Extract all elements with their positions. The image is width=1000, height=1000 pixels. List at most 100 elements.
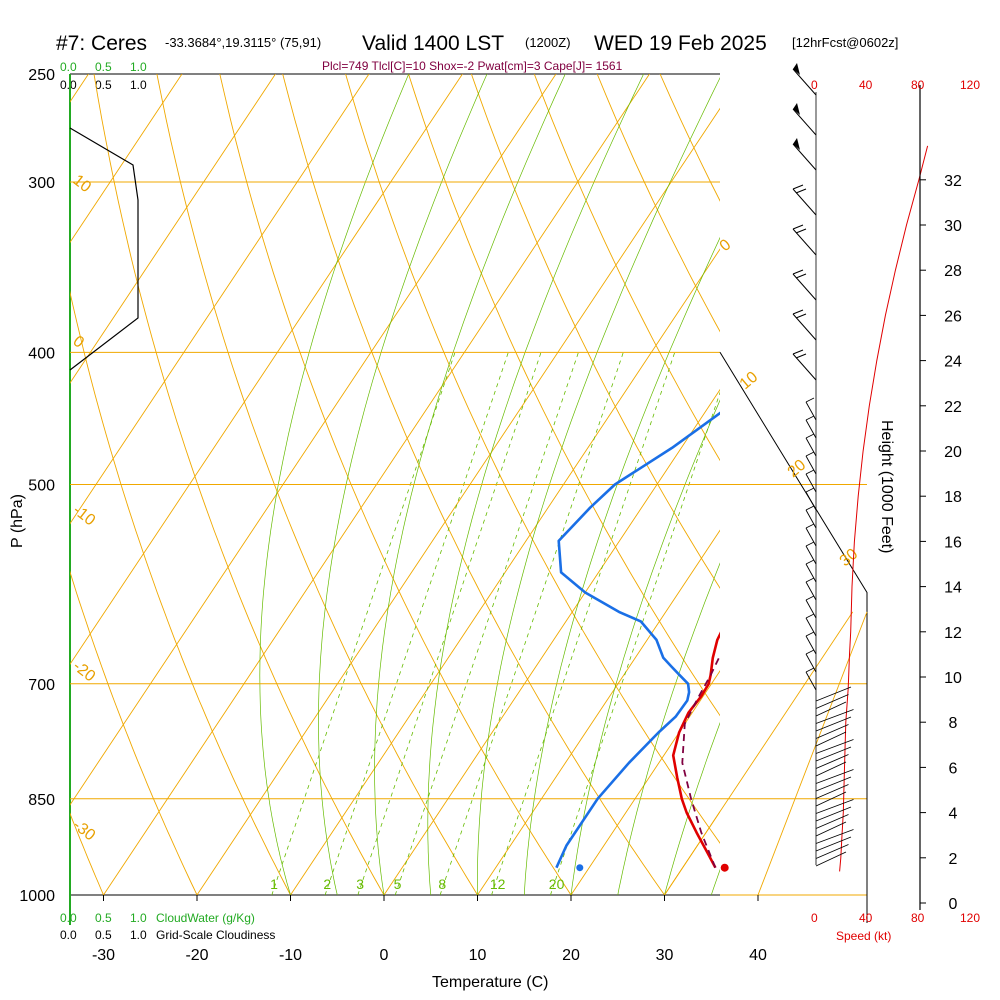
speed-tick-bottom: 0 (811, 911, 818, 925)
x-tick-label: 40 (749, 947, 767, 964)
wind-barb (815, 799, 854, 814)
wind-barb-feather (805, 631, 815, 637)
y-tick-label: 700 (28, 677, 55, 694)
wind-barb (792, 68, 817, 96)
wind-barb (805, 599, 817, 619)
dry-adiabat-line (70, 570, 198, 895)
x-tick-label: -30 (92, 947, 115, 964)
moist-adiabat-line (318, 74, 488, 895)
mixing-ratio-label: 8 (438, 876, 446, 892)
wind-panel-boundary (719, 352, 868, 923)
speed-tick-top: 120 (960, 78, 980, 92)
valid-time: Valid 1400 LST (362, 32, 504, 55)
x-axis-title: Temperature (C) (432, 974, 548, 991)
y-axis-ticks: 250 300 400 500 700 850 1000 (19, 67, 55, 905)
wind-panel (792, 63, 929, 872)
height-tick-label: 8 (949, 715, 958, 732)
cloudiness-tick-top: 0.5 (95, 78, 112, 92)
wind-barb (805, 581, 817, 601)
utc-time: (1200Z) (525, 35, 571, 50)
y-tick-label: 400 (28, 345, 55, 362)
height-tick-label: 2 (949, 851, 958, 868)
height-tick-label: 6 (949, 760, 958, 777)
moist-adiabat-line (570, 399, 720, 895)
mixing-ratio-label: 1 (270, 876, 278, 892)
y-tick-label: 250 (28, 67, 55, 84)
cloudiness-tick-bottom: 1.0 (130, 928, 147, 942)
wind-barb (815, 784, 849, 799)
wind-barb (805, 671, 817, 691)
cloudiness-tick-top: 1.0 (130, 78, 147, 92)
dry-adiabat-line (70, 290, 291, 895)
wind-barb (815, 716, 852, 732)
wind-barb (805, 563, 817, 583)
cloudiness-tick-top: 0.0 (60, 78, 77, 92)
dry-adiabat-line (470, 74, 720, 589)
height-tick-label: 20 (944, 444, 962, 461)
wind-barb-feather (805, 433, 815, 439)
mixing-ratio-label: 3 (356, 876, 364, 892)
mixing-ratio-label: 2 (323, 876, 331, 892)
speed-tick-bottom: 80 (911, 911, 925, 925)
dry-adiabat-line (70, 812, 104, 895)
wind-barb-feather (805, 523, 815, 529)
sounding-lines (555, 411, 720, 869)
moist-adiabat-line (427, 74, 644, 895)
wind-barb (805, 545, 817, 565)
x-tick-label: -10 (279, 947, 302, 964)
height-tick-label: 16 (944, 534, 962, 551)
forecast-label: [12hrFcst@0602z] (792, 35, 898, 50)
wind-barb-feather (805, 397, 815, 403)
wind-barb-flag (793, 138, 800, 150)
wind-barb (805, 401, 817, 421)
wind-speed-line (839, 145, 929, 872)
wind-barb (815, 709, 854, 724)
mixing-ratio-label: 20 (549, 876, 565, 892)
wind-barb (815, 776, 852, 792)
cloudwater-tick-top: 1.0 (130, 60, 147, 74)
wind-barb-feather (792, 349, 804, 355)
wind-barb-feather (795, 313, 807, 319)
y-tick-label: 300 (28, 175, 55, 192)
wind-barb (815, 836, 852, 852)
wind-barb (792, 273, 817, 301)
dry-adiabat-line (345, 74, 720, 844)
moist-adiabat-line (374, 74, 566, 895)
cloud-scale-bottom: 0.0 0.5 1.0 CloudWater (g/Kg) 0.0 0.5 1.… (60, 911, 275, 942)
cloudiness-tick-bottom: 0.5 (95, 928, 112, 942)
dry-adiabat-line (596, 74, 720, 333)
wind-barb (805, 653, 817, 673)
y-axis-title: P (hPa) (9, 494, 26, 548)
height-tick-label: 30 (944, 218, 962, 235)
wind-barb-feather (805, 505, 815, 511)
wind-barb (815, 851, 847, 867)
dewpoint-line (555, 411, 720, 869)
sounding-params: Plcl=749 Tlcl[C]=10 Shox=-2 Pwat[cm]=3 C… (322, 59, 623, 73)
wind-barb-feather (792, 224, 804, 230)
x-axis-ticks: -30 -20 -10 0 10 20 30 40 (92, 863, 767, 964)
wind-barb (815, 814, 849, 829)
y-tick-label: 500 (28, 478, 55, 495)
isotherm-line (477, 529, 720, 895)
wind-barb (815, 829, 854, 844)
wind-barb (815, 806, 852, 822)
speed-axis-top: 0 40 80 120 (811, 78, 980, 92)
wind-barb-feather (805, 415, 815, 421)
station-name: #7: Ceres (56, 32, 147, 55)
wind-barb (805, 527, 817, 547)
wind-barb (815, 769, 854, 784)
wind-barb (805, 437, 817, 457)
wind-barb-feather (805, 541, 815, 547)
speed-axis-bottom: 0 40 80 120 Speed (kt) (811, 911, 980, 943)
isotherm-line (70, 74, 276, 384)
height-tick-label: 28 (944, 263, 962, 280)
wind-barb (815, 739, 854, 754)
moist-adiabat-line (523, 236, 720, 895)
speed-tick-bottom: 120 (960, 911, 980, 925)
speed-axis-label: Speed (kt) (836, 929, 891, 943)
dry-adiabat-line (408, 74, 720, 717)
height-tick-label: 4 (949, 806, 958, 823)
mixing-ratio-label: 12 (490, 876, 506, 892)
wind-barb-feather (792, 309, 804, 315)
cloudwater-tick-top: 0.0 (60, 60, 77, 74)
